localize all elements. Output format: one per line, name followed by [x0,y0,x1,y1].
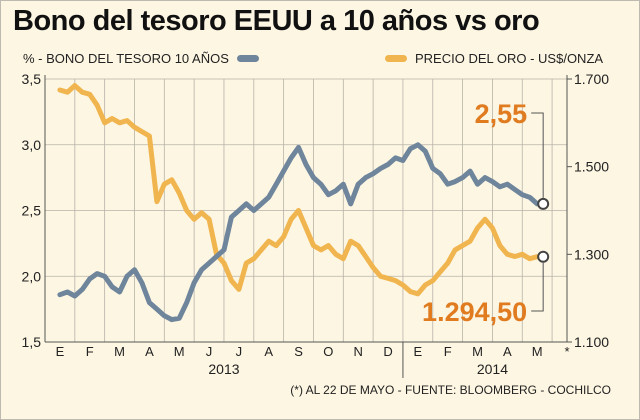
gold-end-marker [537,250,550,263]
x-tick-label: O [323,344,333,359]
y-left-tick-label: 2,0 [22,268,42,284]
chart-title: Bono del tesoro EEUU a 10 años vs oro [13,5,540,37]
x-tick-label: E [414,344,423,359]
series-line-gold [57,83,540,297]
legend-bond-swatch [236,55,259,62]
year-label-2014: 2014 [477,361,508,377]
x-tick-label: F [444,344,452,359]
y-right-tick-label: 1.700 [574,71,609,87]
x-tick-label: M [532,344,543,359]
year-label-2013: 2013 [208,361,239,377]
legend-gold-swatch [385,55,407,62]
x-tick-label: * [564,344,569,359]
x-tick-label: F [86,344,94,359]
bond-end-marker [537,197,550,210]
legend-gold-label: PRECIO DEL ORO - US$/ONZA [415,51,604,66]
y-right-tick-label: 1.300 [574,246,609,262]
y-left-tick-label: 3,5 [22,71,42,87]
x-tick-label: J [236,344,243,359]
legend-gold: PRECIO DEL ORO - US$/ONZA [385,51,603,66]
legend-bond-label: % - BONO DEL TESORO 10 AÑOS [23,51,229,66]
x-tick-label: N [354,344,363,359]
y-right-tick-label: 1.500 [574,159,609,175]
x-tick-label: A [145,344,154,359]
y-right-tick-label: 1.100 [574,334,609,350]
x-tick-label: A [503,344,512,359]
x-tick-label: E [56,344,65,359]
bond-callout-leader [531,112,544,198]
gold-callout-leader [531,262,544,312]
x-tick-label: S [294,344,303,359]
y-left-tick-label: 1,5 [22,334,42,350]
y-left-tick-label: 2,5 [22,203,42,219]
x-tick-label: M [472,344,483,359]
x-tick-label: M [174,344,185,359]
footnote: (*) AL 22 DE MAYO - FUENTE: BLOOMBERG - … [290,383,611,397]
y-left-tick-label: 3,0 [22,137,42,153]
x-tick-label: A [264,344,273,359]
bond-last-value-label: 2,55 [475,99,528,129]
legend-bond: % - BONO DEL TESORO 10 AÑOS [23,51,259,66]
gold-last-value-label: 1.294,50 [422,297,527,327]
series-line-bond [57,142,540,323]
x-tick-label: M [114,344,125,359]
x-tick-label: D [383,344,392,359]
x-tick-label: J [206,344,213,359]
